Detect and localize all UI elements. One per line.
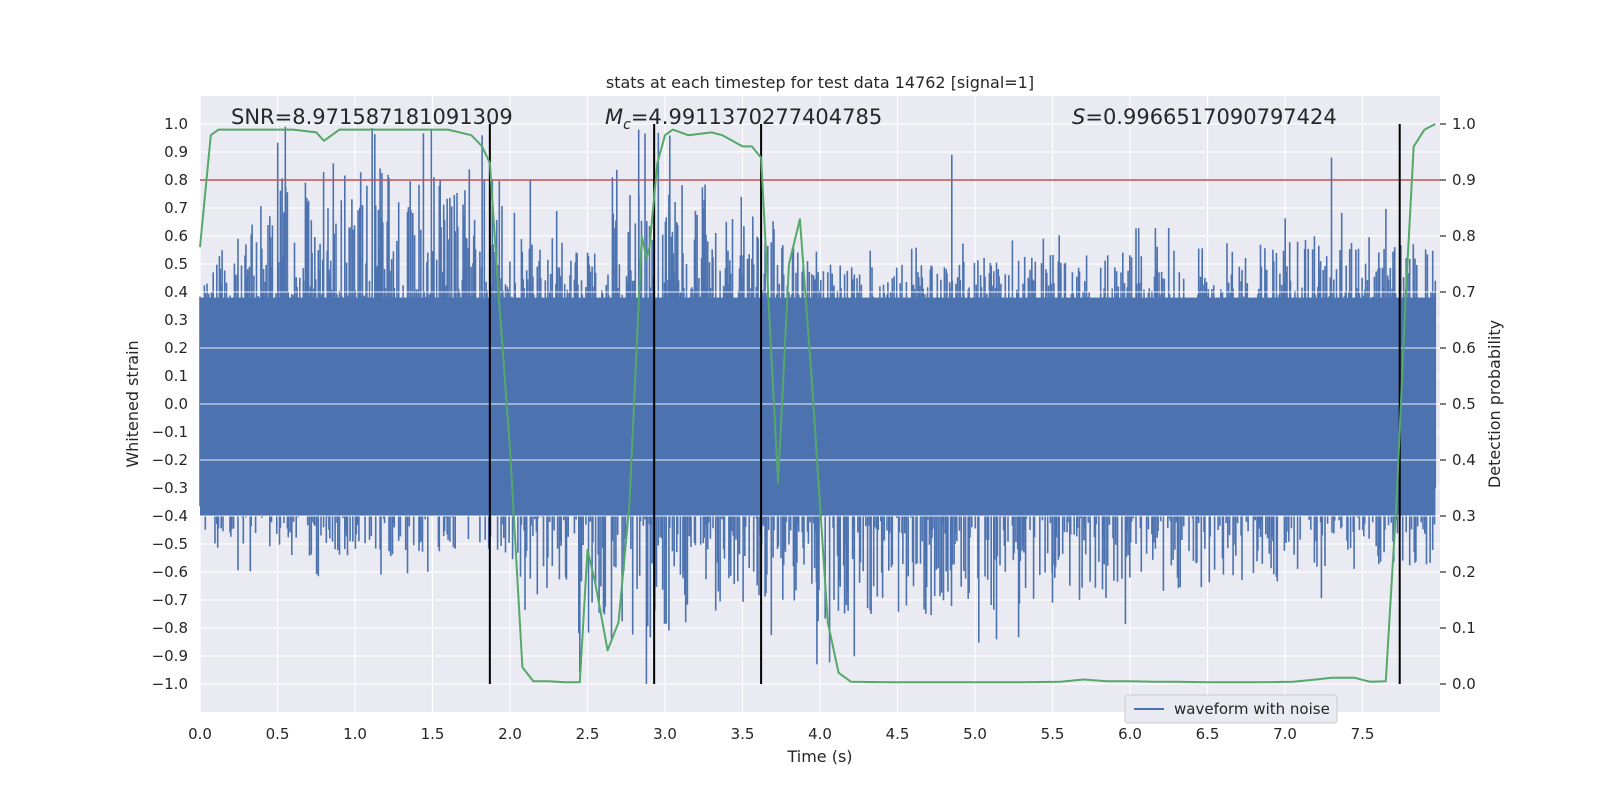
y-left-tick-label: −0.8 xyxy=(152,619,188,637)
chart-title: stats at each timestep for test data 147… xyxy=(606,73,1034,92)
y-left-tick-label: 0.3 xyxy=(164,311,188,329)
x-tick-label: 1.5 xyxy=(421,725,445,743)
y-left-tick-label: 0.4 xyxy=(164,283,188,301)
y-left-tick-label: 0.0 xyxy=(164,395,188,413)
x-tick-label: 3.5 xyxy=(731,725,755,743)
y-right-tick-label: 1.0 xyxy=(1452,115,1476,133)
chirp-mass-subscript: c xyxy=(623,117,631,133)
y-left-tick-label: 1.0 xyxy=(164,115,188,133)
y-left-tick-label: −1.0 xyxy=(152,675,188,693)
snr-annotation: SNR=8.971587181091309 xyxy=(231,105,513,129)
x-tick-label: 7.0 xyxy=(1273,725,1297,743)
y-left-tick-label: 0.8 xyxy=(164,171,188,189)
y-right-axis-ticks: 1.0 0.9 0.8 0.7 0.6 0.5 0.4 0.3 0.2 0.1 0.0 xyxy=(1440,115,1476,693)
s-symbol: S xyxy=(1072,105,1085,129)
chirp-mass-value: =4.9911370277404785 xyxy=(631,105,882,129)
y-right-tick-label: 0.2 xyxy=(1452,563,1476,581)
y-right-tick-label: 0.9 xyxy=(1452,171,1476,189)
x-tick-label: 0.0 xyxy=(188,725,212,743)
x-axis-ticks: 0.0 0.5 1.0 1.5 2.0 2.5 3.0 3.5 4.0 4.5 5.0 5.5 6.0 6… xyxy=(188,725,1374,743)
x-tick-label: 0.5 xyxy=(266,725,290,743)
probability-series xyxy=(199,123,1436,684)
x-tick-label: 6.0 xyxy=(1118,725,1142,743)
legend-label-waveform: waveform with noise xyxy=(1174,700,1330,718)
s-value: =0.9966517090797424 xyxy=(1085,105,1336,129)
y-left-tick-label: 0.7 xyxy=(164,199,188,217)
y-right-axis-label: Detection probability xyxy=(1485,320,1504,488)
x-axis-label: Time (s) xyxy=(786,747,852,766)
y-right-tick-label: 0.4 xyxy=(1452,451,1476,469)
y-left-tick-label: 0.1 xyxy=(164,367,188,385)
y-left-tick-label: −0.7 xyxy=(152,591,188,609)
x-tick-label: 1.0 xyxy=(343,725,367,743)
y-left-tick-label: 0.5 xyxy=(164,255,188,273)
y-left-tick-label: 0.2 xyxy=(164,339,188,357)
y-right-tick-label: 0.5 xyxy=(1452,395,1476,413)
y-right-tick-label: 0.8 xyxy=(1452,227,1476,245)
waveform-bars xyxy=(199,126,1437,684)
chirp-mass-annotation: Mc=4.9911370277404785 xyxy=(605,105,882,133)
y-left-tick-label: −0.5 xyxy=(152,535,188,553)
y-left-tick-label: −0.3 xyxy=(152,479,188,497)
y-left-tick-label: −0.2 xyxy=(152,451,188,469)
x-tick-label: 5.5 xyxy=(1041,725,1065,743)
vertical-markers xyxy=(488,124,1401,684)
x-tick-label: 4.0 xyxy=(808,725,832,743)
probability-line xyxy=(199,123,1436,684)
y-left-axis-label: Whitened strain xyxy=(123,340,142,467)
y-right-tick-label: 0.7 xyxy=(1452,283,1476,301)
x-tick-label: 2.0 xyxy=(498,725,522,743)
x-tick-label: 7.5 xyxy=(1351,725,1375,743)
x-tick-label: 5.0 xyxy=(963,725,987,743)
x-tick-label: 4.5 xyxy=(886,725,910,743)
y-left-tick-label: −0.4 xyxy=(152,507,188,525)
y-left-tick-label: 0.6 xyxy=(164,227,188,245)
y-left-tick-label: 0.9 xyxy=(164,143,188,161)
y-right-tick-label: 0.1 xyxy=(1452,619,1476,637)
x-tick-label: 3.0 xyxy=(653,725,677,743)
y-left-tick-label: −0.6 xyxy=(152,563,188,581)
x-tick-label: 6.5 xyxy=(1196,725,1220,743)
legend-box xyxy=(1124,694,1338,724)
y-left-tick-label: −0.1 xyxy=(152,423,188,441)
y-right-tick-label: 0.3 xyxy=(1452,507,1476,525)
x-tick-label: 2.5 xyxy=(576,725,600,743)
chirp-mass-symbol: M xyxy=(605,105,623,129)
legend: waveform with noise xyxy=(1124,694,1338,724)
y-left-tick-label: −0.9 xyxy=(152,647,188,665)
y-right-tick-label: 0.0 xyxy=(1452,675,1476,693)
s-annotation: S=0.9966517090797424 xyxy=(1072,105,1337,129)
y-left-axis-ticks: 1.0 0.9 0.8 0.7 0.6 0.5 0.4 0.3 0.2 0.1 0.0 −0.1 −0.… xyxy=(152,115,188,693)
y-right-tick-label: 0.6 xyxy=(1452,339,1476,357)
